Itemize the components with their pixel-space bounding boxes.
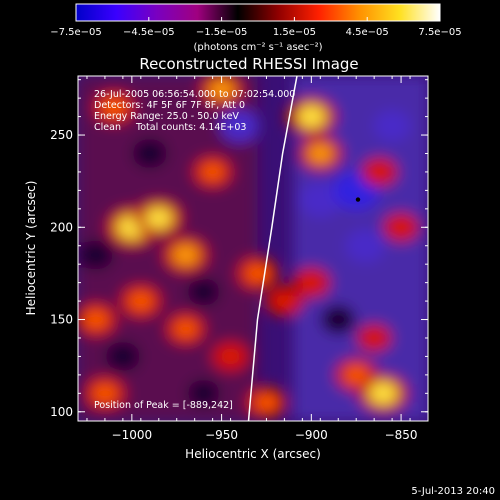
- cold-spot: [187, 278, 220, 306]
- cold-spot: [187, 379, 220, 407]
- hot-spot: [84, 310, 108, 329]
- y-tick-label: 250: [50, 128, 73, 142]
- hot-spot: [209, 79, 234, 99]
- hot-spot: [301, 274, 322, 291]
- colorbar-tick-label: 4.5e−05: [346, 27, 389, 38]
- solar-limb-line: [247, 76, 298, 421]
- hot-spot: [274, 292, 295, 310]
- y-axis-label: Heliocentric Y (arcsec): [24, 181, 38, 316]
- colorbar-tick-label: −7.5e−05: [50, 27, 102, 38]
- chart-title: Reconstructed RHESSI Image: [139, 55, 358, 73]
- annotation-time-range: 26-Jul-2005 06:56:54.000 to 07:02:54.000: [94, 89, 295, 100]
- plot-frame: [77, 75, 429, 422]
- hot-spot: [220, 348, 241, 365]
- hot-spot: [344, 365, 368, 385]
- image-layer: [78, 76, 428, 421]
- hot-spot: [145, 207, 173, 229]
- cold-spot: [345, 229, 385, 263]
- peak-position-label: Position of Peak = [-889,242]: [94, 400, 233, 411]
- hot-spot: [255, 393, 278, 412]
- cold-spot: [321, 304, 356, 335]
- x-tick-label: −950: [205, 428, 238, 442]
- peak-marker: [355, 197, 361, 202]
- annotation-energy-range: Energy Range: 25.0 - 50.0 keV: [94, 111, 239, 122]
- hot-spot: [369, 164, 390, 180]
- colorbar-tick-label: 7.5e−05: [418, 27, 461, 38]
- colorbar-unit-label: (photons cm⁻² s⁻¹ asec⁻²): [193, 42, 322, 53]
- x-tick-label: −850: [385, 428, 418, 442]
- plot-area: [78, 76, 428, 421]
- hot-spot: [129, 291, 153, 311]
- x-tick-label: −1000: [112, 428, 153, 442]
- cold-spot: [219, 109, 260, 143]
- cold-spot: [373, 110, 411, 142]
- cold-spot: [299, 182, 342, 218]
- y-tick-label: 200: [50, 220, 73, 234]
- hot-spot: [201, 163, 224, 181]
- colorbar-tick-label: −4.5e−05: [123, 27, 175, 38]
- colorbar-tick-label: 1.5e−05: [273, 27, 316, 38]
- x-axis-label: Heliocentric X (arcsec): [185, 447, 321, 461]
- hot-spot: [297, 105, 326, 129]
- hot-spot: [368, 381, 398, 405]
- hot-spot: [93, 383, 117, 403]
- colorbar-ticks: −7.5e−05 −4.5e−05 −1.5e−05 1.5e−05 4.5e−05 7.…: [50, 17, 462, 38]
- annotation-clean-counts: Clean Total counts: 4.14E+03: [94, 122, 246, 133]
- colorbar: [75, 3, 441, 22]
- footer-timestamp: 5-Jul-2013 20:40: [411, 486, 495, 497]
- x-tick-label: −900: [295, 428, 328, 442]
- annotation-detectors: Detectors: 4F 5F 6F 7F 8F, Att 0: [94, 100, 245, 111]
- cold-spot: [78, 240, 114, 270]
- y-tick-label: 150: [50, 313, 73, 327]
- hot-spot: [174, 319, 197, 338]
- hot-spot: [102, 98, 126, 117]
- cold-spot: [105, 341, 141, 372]
- colorbar-tick-label: −1.5e−05: [196, 27, 248, 38]
- x-axis-ticks: −1000 −950 −900 −850: [86, 76, 418, 442]
- cold-spot: [132, 138, 167, 169]
- y-axis-ticks: 100 150 200 250: [50, 79, 428, 419]
- hot-spot: [172, 244, 199, 266]
- y-tick-label: 100: [50, 405, 73, 419]
- hot-spot: [307, 143, 333, 164]
- hot-spot: [365, 330, 384, 346]
- hot-spot: [391, 219, 411, 236]
